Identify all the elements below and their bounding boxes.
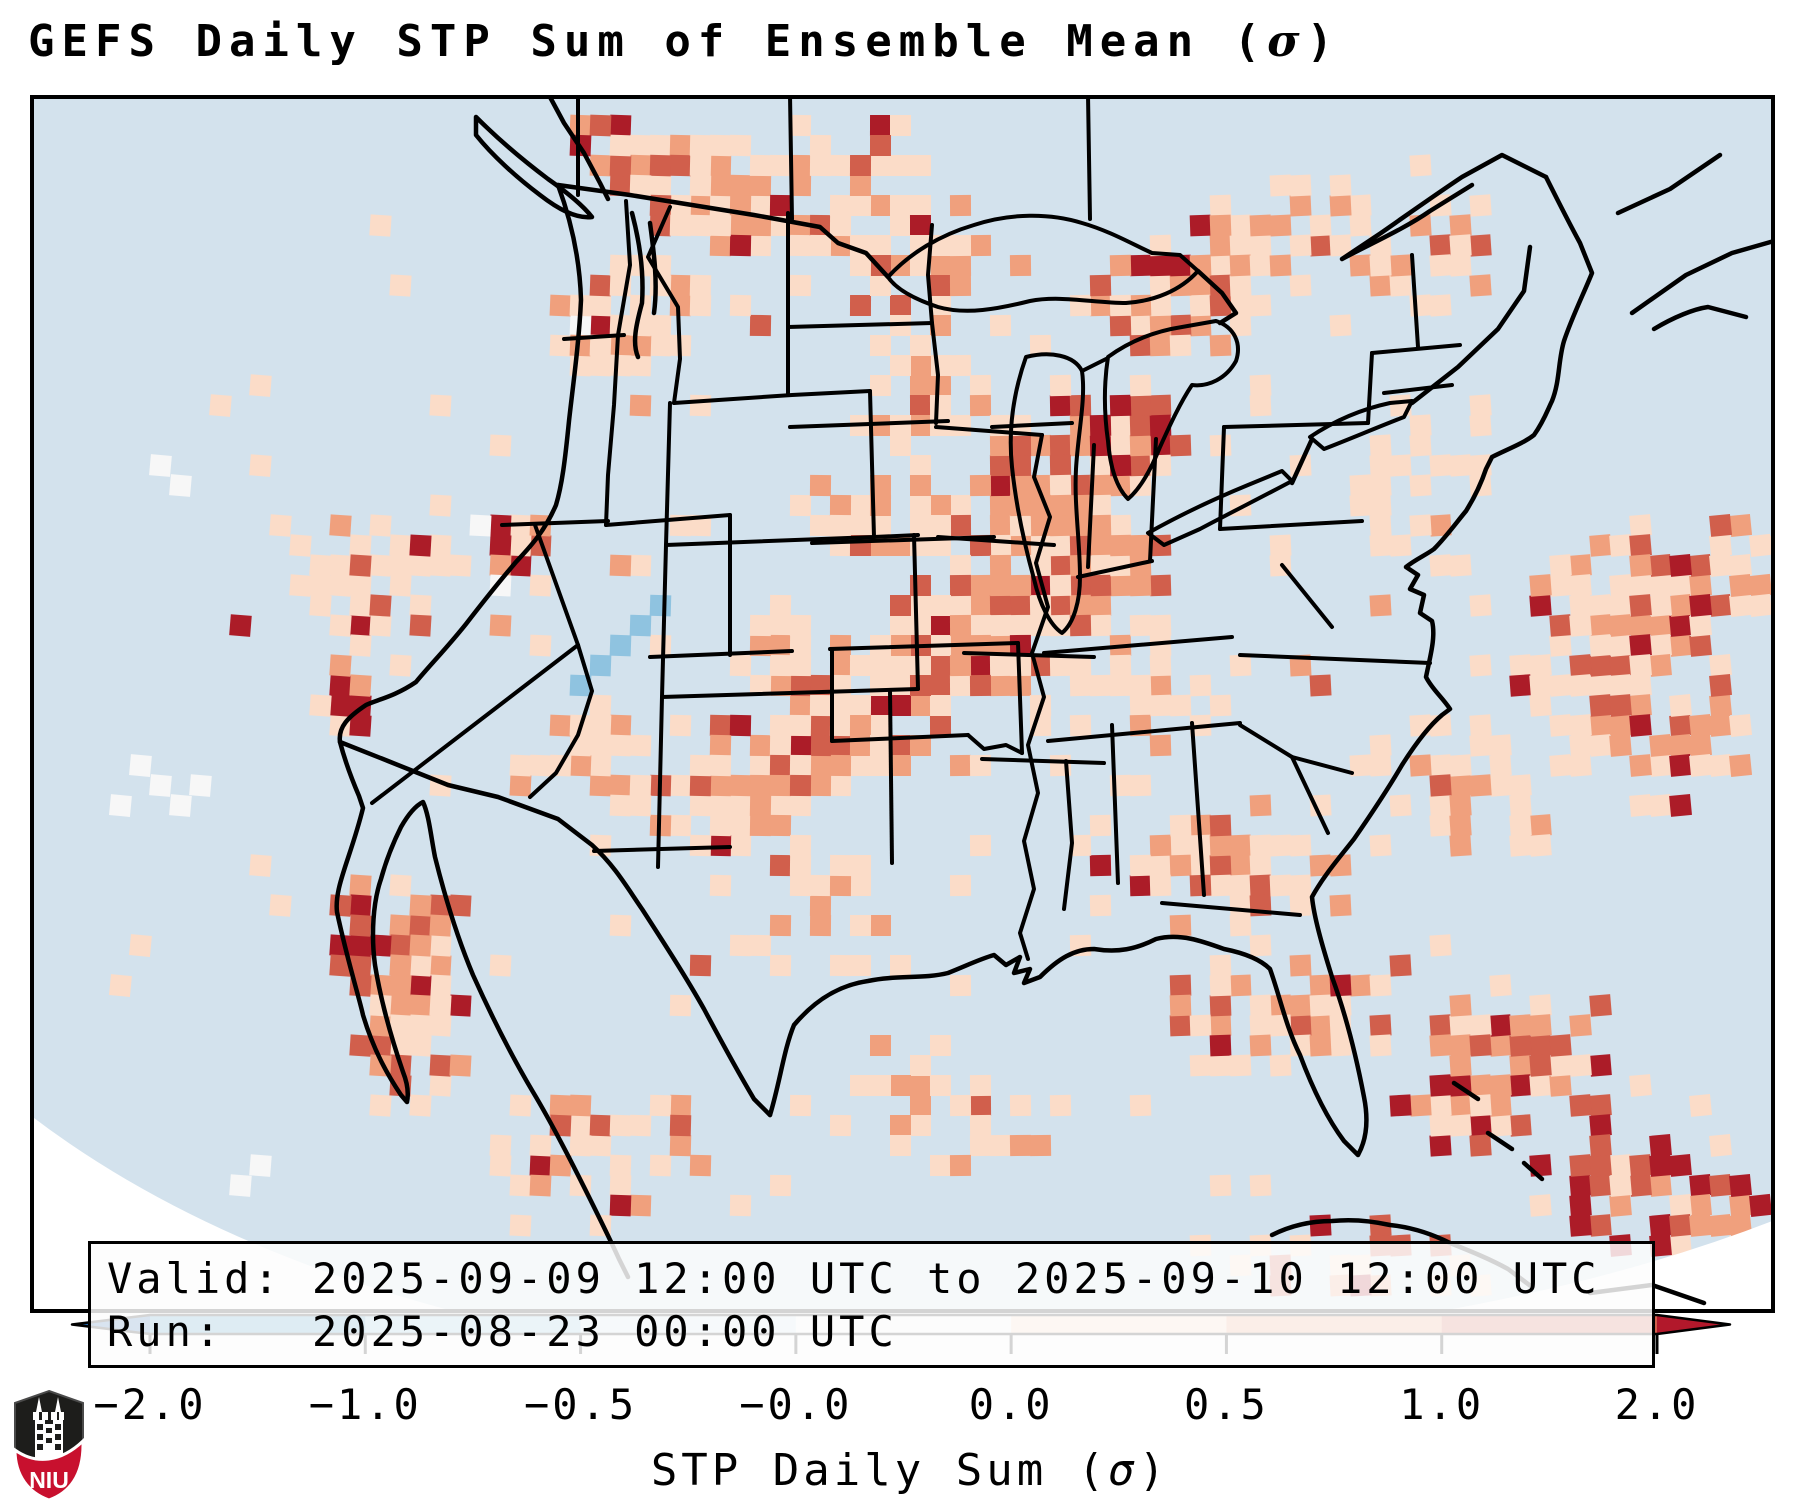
colorbar-label: STP Daily Sum (σ) (651, 1445, 1169, 1496)
colorbar-tick-label: 1.0 (1399, 1380, 1484, 1429)
logo-banner (13, 1437, 85, 1502)
map-canvas: Valid: 2025-09-09 12:00 UTC to 2025-09-1… (30, 95, 1775, 1368)
state-borders (370, 95, 1462, 961)
colorbar-tick-label: −1.0 (309, 1380, 422, 1429)
run-time-line: Run: 2025-08-23 00:00 UTC (107, 1307, 898, 1356)
colorbar-tick-label: 0.0 (969, 1380, 1054, 1429)
info-box: Valid: 2025-09-09 12:00 UTC to 2025-09-1… (88, 1241, 1655, 1368)
colorbar-tick-label: −2.0 (93, 1380, 206, 1429)
heatmap-cells (109, 114, 1775, 1297)
niu-logo: NIU (13, 1389, 85, 1502)
colorbar-tick-label: 0.5 (1184, 1380, 1269, 1429)
logo-text: NIU (29, 1467, 69, 1493)
castle-windows (37, 1424, 61, 1450)
lake-outlines (886, 213, 1414, 635)
colorbar-tick-label: −0.0 (739, 1380, 852, 1429)
us-map (30, 95, 1775, 1313)
coastline-borders (334, 95, 1775, 1306)
colorbar-tick-label: −0.5 (524, 1380, 637, 1429)
colorbar-tick-label: 2.0 (1615, 1380, 1700, 1429)
valid-time-line: Valid: 2025-09-09 12:00 UTC to 2025-09-1… (107, 1254, 1601, 1303)
projection-edge-right (1430, 1220, 1775, 1313)
colorbar-tick-labels: −2.0 −1.0 −0.5 −0.0 0.0 0.5 1.0 2.0 (93, 1380, 1700, 1429)
page-title: GEFS Daily STP Sum of Ensemble Mean (σ) (28, 16, 1341, 67)
